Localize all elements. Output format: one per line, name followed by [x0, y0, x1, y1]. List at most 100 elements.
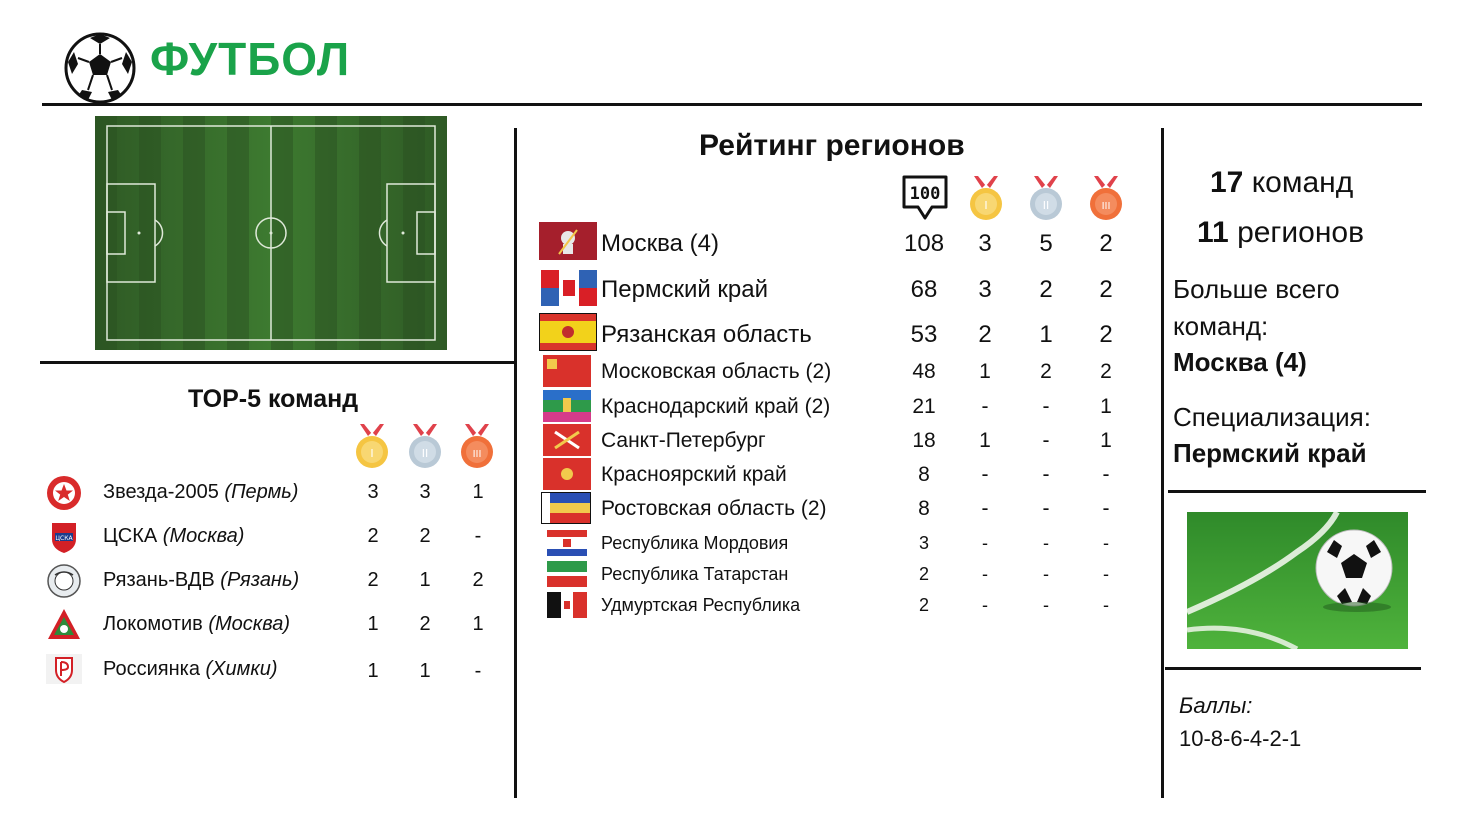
team-silver-count: 1 [419, 660, 431, 682]
football-pitch-image [95, 116, 447, 350]
region-name: Краснодарский край (2) [601, 395, 831, 418]
svg-text:III: III [1102, 201, 1111, 212]
region-points: 53 [910, 321, 938, 348]
moscow-flag-icon [539, 222, 597, 260]
bronze-medal-icon: III [461, 424, 493, 468]
cska-club-logo-icon: ЦСКА [52, 523, 76, 553]
region-gold-count: - [981, 497, 989, 520]
team-row: Рязань-ВДВ (Рязань) 2 1 2 [40, 563, 510, 603]
region-silver-count: - [1042, 497, 1050, 520]
region-gold-count: 2 [978, 321, 992, 348]
rating-title: Рейтинг регионов [699, 129, 965, 162]
region-gold-count: - [982, 564, 988, 584]
left-column-divider [514, 128, 517, 798]
team-name: Россиянка [103, 658, 200, 680]
region-bronze-count: - [1103, 595, 1109, 615]
team-bronze-count: 1 [472, 481, 484, 503]
svg-text:ЦСКА: ЦСКА [55, 535, 73, 542]
region-points: 68 [910, 276, 938, 303]
zvezda-club-logo-icon [47, 476, 81, 510]
mordovia-flag-icon [547, 530, 587, 556]
udmurtia-flag-icon [547, 592, 587, 618]
team-name: Звезда-2005 [103, 481, 219, 503]
team-silver-count: 1 [419, 569, 431, 591]
region-row: Республика Татарстан 2 - - - [535, 561, 1135, 589]
region-row: Рязанская область 53 2 1 2 [535, 313, 1135, 353]
region-gold-count: - [982, 533, 988, 553]
region-bronze-count: - [1102, 497, 1110, 520]
region-points: 2 [918, 564, 929, 584]
left-section-divider [40, 361, 515, 364]
team-gold-count: 1 [367, 660, 379, 682]
region-silver-count: 1 [1039, 321, 1053, 348]
teams-word: команд [1251, 166, 1354, 199]
team-gold-count: 2 [367, 525, 379, 547]
region-name: Удмуртская Республика [601, 595, 801, 615]
region-row: Санкт-Петербург 18 1 - 1 [535, 424, 1135, 458]
region-bronze-count: 2 [1099, 321, 1113, 348]
team-gold-count: 2 [367, 569, 379, 591]
region-points: 2 [918, 595, 929, 615]
team-city: (Рязань) [220, 569, 300, 591]
region-gold-count: 3 [978, 276, 992, 303]
region-silver-count: - [1043, 595, 1049, 615]
region-silver-count: - [1043, 564, 1049, 584]
team-silver-count: 2 [419, 613, 431, 635]
lokomotiv-club-logo-icon [48, 609, 80, 639]
score-100-bubble-icon: 100 [902, 175, 948, 220]
region-silver-count: - [1043, 533, 1049, 553]
region-row: Москва (4) 108 3 5 2 [535, 222, 1135, 262]
team-city: (Москва) [162, 525, 245, 547]
svg-text:I: I [984, 199, 987, 212]
svg-text:II: II [422, 447, 429, 460]
region-silver-count: 2 [1040, 360, 1052, 383]
svg-text:III: III [473, 449, 482, 460]
region-silver-count: - [1042, 463, 1050, 486]
svg-text:I: I [370, 447, 373, 460]
right-section-divider-1 [1168, 490, 1426, 493]
team-name: ЦСКА [103, 525, 158, 547]
right-section-divider-2 [1165, 667, 1421, 670]
region-name: Ростовская область (2) [601, 497, 827, 520]
region-bronze-count: 2 [1099, 276, 1113, 303]
team-city: (Химки) [205, 658, 278, 680]
team-row: Локомотив (Москва) 1 2 1 [40, 607, 510, 647]
region-silver-count: 5 [1039, 230, 1053, 257]
team-name: Рязань-ВДВ [103, 569, 215, 591]
region-gold-count: - [981, 395, 989, 418]
header-divider [42, 103, 1422, 106]
most-teams-value: Москва (4) [1173, 347, 1307, 377]
region-gold-count: 1 [979, 360, 991, 383]
team-silver-count: 3 [419, 481, 431, 503]
region-row: Московская область (2) 48 1 2 2 [535, 355, 1135, 389]
region-row: Ростовская область (2) 8 - - - [535, 492, 1135, 526]
region-row: Удмуртская Республика 2 - - - [535, 592, 1135, 620]
ryazan-vdv-club-logo-icon [47, 564, 81, 598]
team-bronze-count: 2 [472, 569, 484, 591]
soccer-ball-icon [64, 32, 136, 104]
team-bronze-count: 1 [472, 613, 484, 635]
points-label: Баллы: [1179, 693, 1253, 718]
most-teams-label-2: команд: [1173, 311, 1269, 341]
team-city: (Пермь) [224, 481, 299, 503]
rostov-oblast-flag-icon [541, 492, 591, 524]
silver-medal-icon: II [409, 424, 441, 468]
region-row: Красноярский край 8 - - - [535, 458, 1135, 492]
region-bronze-count: 2 [1099, 230, 1113, 257]
team-silver-count: 2 [419, 525, 431, 547]
region-bronze-count: - [1102, 463, 1110, 486]
region-name: Москва (4) [601, 230, 719, 257]
region-name: Московская область (2) [601, 360, 832, 383]
bronze-medal-icon: III [1090, 176, 1122, 220]
region-bronze-count: - [1103, 564, 1109, 584]
region-silver-count: - [1042, 429, 1050, 452]
region-name: Республика Татарстан [601, 564, 789, 584]
moscow-oblast-flag-icon [543, 355, 591, 387]
team-gold-count: 3 [367, 481, 379, 503]
region-bronze-count: 2 [1100, 360, 1112, 383]
specialization-label: Специализация: [1173, 402, 1371, 432]
team-city: (Москва) [208, 613, 290, 635]
page-title: ФУТБОЛ [150, 33, 351, 85]
right-column-divider [1161, 128, 1164, 798]
region-gold-count: - [981, 463, 989, 486]
